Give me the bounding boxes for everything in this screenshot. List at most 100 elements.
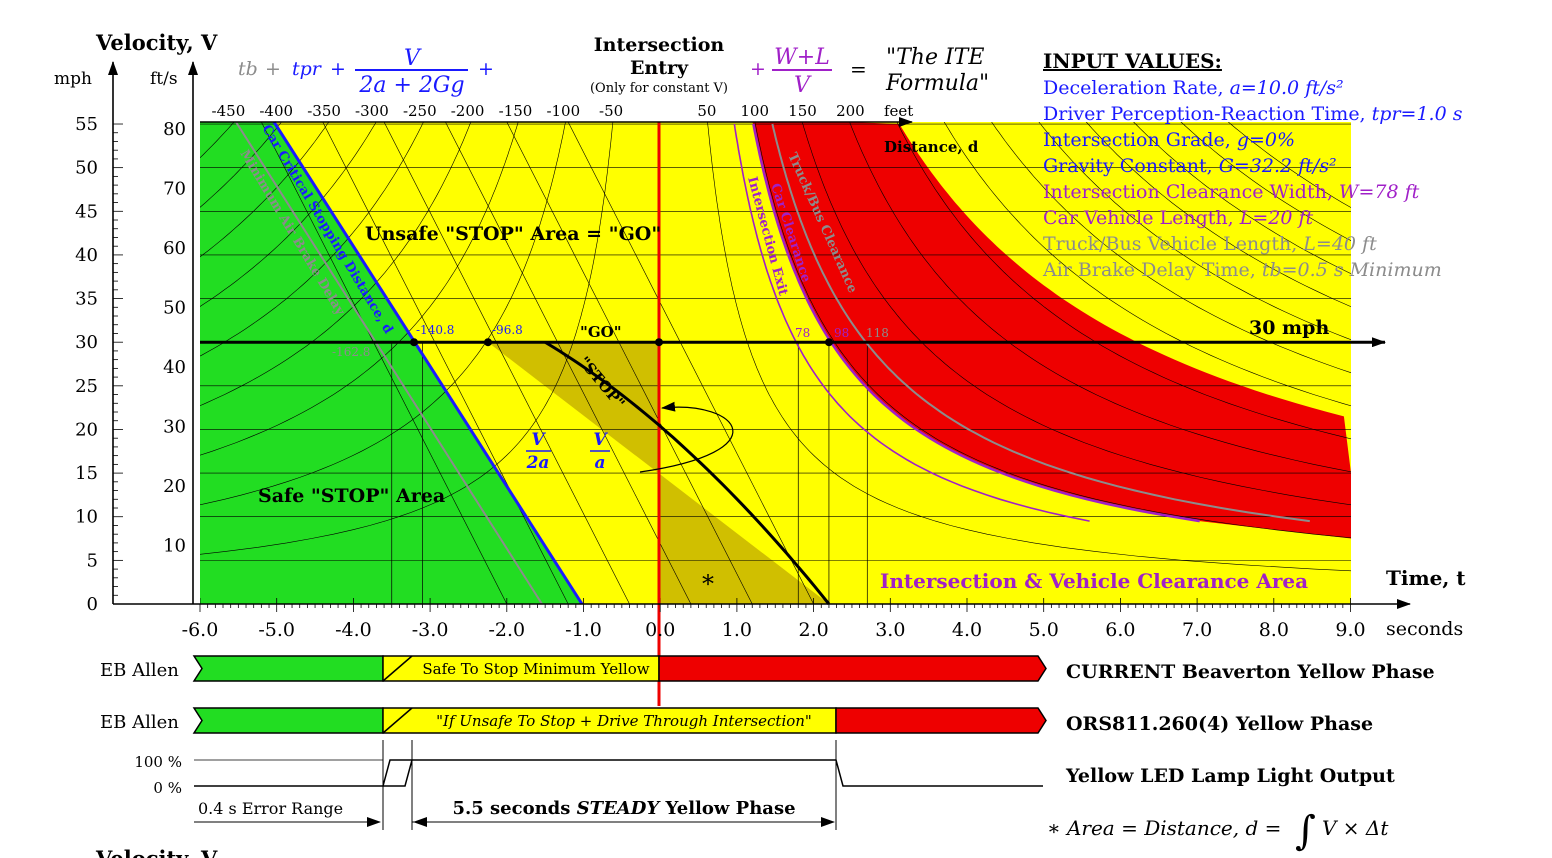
intersection-exit-curve [733,123,1090,522]
time-axis-label: Time, t [1386,566,1466,590]
lamp-desc: Yellow LED Lamp Light Output [1065,765,1395,787]
time-tick-label: -1.0 [565,619,602,641]
fts-unit-label: ft/s [150,69,178,89]
input-value-item: Gravity Constant, G=32.2 ft/s² [1043,155,1337,177]
phase-row1-desc: CURRENT Beaverton Yellow Phase [1066,661,1435,683]
distance-curve [849,122,1351,473]
stop-line [383,122,630,604]
speed-line-label: 30 mph [1249,317,1329,339]
mph-tick-label: 50 [75,158,98,179]
ite-formula-2: Formula" [885,71,989,96]
mph-tick-label: 20 [75,420,98,441]
va-den: a [594,453,605,473]
area-formula: ∗ Area = Distance, d = [1047,816,1281,840]
entry-title-2: Entry [630,57,689,79]
car-clearance-curve [752,123,1200,523]
input-label: Air Brake Delay Time, [1042,259,1262,281]
input-value: tb=0.5 s Minimum [1262,259,1442,281]
entry-title-1: Intersection [594,34,725,56]
distance-curve [896,122,1351,440]
stop-line [261,122,508,604]
unsafe-stop-label: Unsafe "STOP" Area = "GO" [365,223,661,245]
input-label: Intersection Grade, [1043,129,1237,151]
feet-tick-label: -250 [403,102,437,120]
lamp-0-label: 0 % [153,779,182,797]
stop-line [567,122,814,604]
time-tick-label: 5.0 [1029,619,1059,641]
input-label: Deceleration Rate, [1043,77,1230,99]
feet-tick-label: -200 [451,102,485,120]
distance-curve [200,122,282,208]
distance-curve [1038,122,1351,341]
stop-line [322,122,569,604]
time-tick-label: -4.0 [335,619,372,641]
stop-line [445,122,692,604]
stop-line [506,122,753,604]
point-label-truck: 118 [866,326,889,340]
distance-curve [801,122,1351,506]
mph-tick-label: 0 [87,594,98,615]
green-safe-region [200,122,582,604]
distance-curve [200,122,377,307]
feet-tick-label: -50 [599,102,623,120]
car-csd-line [272,121,584,605]
input-value-item: Deceleration Rate, a=10.0 ft/s² [1043,77,1344,99]
asterisk-label: * [702,570,714,598]
point-label-exit: 78 [795,326,810,340]
input-label: Gravity Constant, [1043,155,1219,177]
safe-stop-label: Safe "STOP" Area [258,485,445,507]
formula-plus-4: + [750,58,766,80]
formula-equals: = [850,57,867,81]
axes [108,61,1411,612]
truck-clearance-curve [771,123,1310,523]
distance-curve [1085,122,1351,308]
mph-tick-label: 25 [75,376,98,397]
point-label-stop: -96.8 [492,323,523,337]
time-tick-label: 1.0 [722,619,752,641]
input-value: W=78 ft [1339,181,1420,203]
mph-tick-label: 45 [75,201,98,222]
fts-tick-label: 10 [163,536,186,557]
phase-row2-desc: ORS811.260(4) Yellow Phase [1066,713,1373,735]
curved-arrow [639,401,734,473]
v2a-den: 2a [526,453,550,473]
time-tick-label: 9.0 [1335,619,1365,641]
time-tick-label: 0.0 [645,619,675,641]
mph-tick-label: 10 [75,507,98,528]
time-tick-label: 4.0 [952,619,982,641]
phase-row1-text: Safe To Stop Minimum Yellow [422,660,649,678]
point-label-csd: -140.8 [416,323,454,337]
formula-frac2-den: V [794,73,812,98]
va-num: V [593,430,608,450]
fts-tick-label: 80 [163,119,186,140]
feet-tick-label: -400 [259,102,293,120]
distance-curve [991,122,1351,374]
bottom-cut-label: Velocity, V [95,846,218,858]
distance-curve [200,122,566,506]
mph-unit-label: mph [54,69,92,89]
feet-tick-label: 200 [836,102,865,120]
key-point [484,338,492,347]
input-value-item: Driver Perception-Reaction Time, tpr=1.0… [1043,103,1463,125]
air-brake-line [235,121,543,605]
phase-row2-text: "If Unsafe To Stop + Drive Through Inter… [436,712,812,730]
mph-tick-label: 5 [87,550,98,571]
input-value-item: Car Vehicle Length, L=20 ft [1043,207,1314,229]
time-tick-label: 6.0 [1105,619,1135,641]
input-values-title: INPUT VALUES: [1043,49,1222,73]
phase2-diag [382,707,413,734]
phase1-diag [382,655,413,682]
ite-formula-1: "The ITE [886,45,984,70]
time-tick-label: -2.0 [488,619,525,641]
distance-curve [707,122,1351,572]
point-label-air: -162.8 [332,345,370,359]
phase1-red-bar [658,655,1047,682]
input-label: Driver Perception-Reaction Time, [1043,103,1372,125]
stopping-curve [544,340,831,605]
go-label: "GO" [580,323,622,341]
feet-tick-label: 50 [697,102,716,120]
mph-tick-label: 30 [75,332,98,353]
formula-frac1-num: V [404,46,422,71]
distance-curve [200,122,424,357]
